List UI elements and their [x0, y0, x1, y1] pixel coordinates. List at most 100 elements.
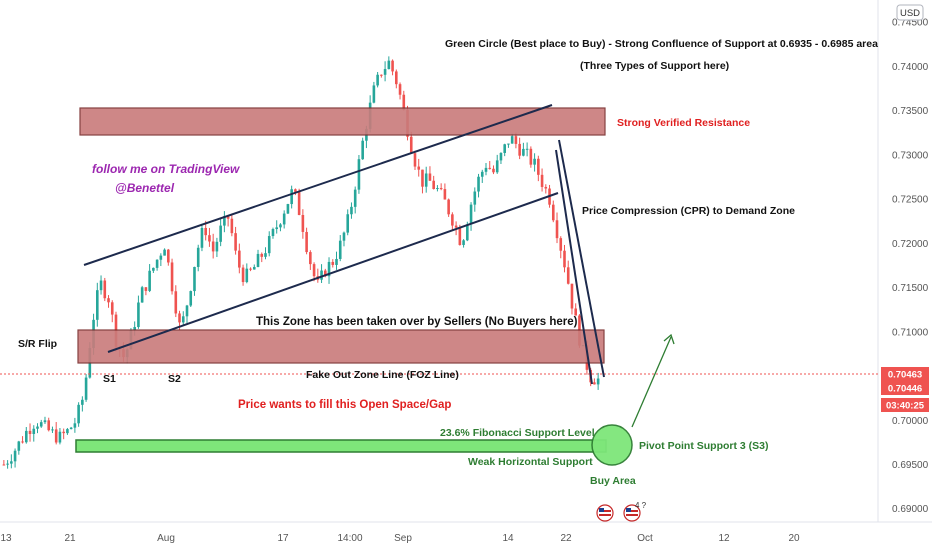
time-tick-label: Oct [637, 533, 653, 544]
plot-area[interactable] [0, 0, 878, 522]
event-badge-us-multi[interactable]: 4 ? [623, 501, 647, 522]
sellers-zone[interactable] [77, 329, 605, 364]
time-axis[interactable]: 13 21 Aug 17 14:00 Sep 14 22 Oct 12 20 [0, 533, 800, 544]
channel-upper-line[interactable] [83, 104, 553, 266]
candle-body [77, 404, 80, 424]
candle-body [361, 140, 364, 160]
candle-body [551, 204, 555, 221]
candle-body [152, 267, 155, 271]
candle-body [267, 236, 271, 254]
candle-body [469, 204, 473, 225]
candle-body [421, 169, 424, 187]
candle-body [417, 166, 421, 170]
three-types-note: (Three Types of Support here) [580, 60, 729, 72]
candle-body [555, 220, 559, 239]
buy-area-circle[interactable] [591, 424, 633, 466]
candle-body [495, 160, 499, 173]
price-tick-label: 0.73500 [892, 106, 929, 117]
compression-lower-line[interactable] [555, 149, 593, 385]
time-tick-label: Sep [394, 533, 412, 544]
candle-body [387, 60, 391, 70]
candle-body [271, 229, 275, 237]
gap-label: Price wants to fill this Open Space/Gap [238, 399, 451, 411]
candle-body [518, 143, 521, 156]
candle-body [159, 255, 163, 260]
candle-body [503, 144, 506, 153]
candle-body [323, 270, 327, 277]
candle-body [428, 173, 432, 181]
candle-body [260, 253, 264, 257]
currency-badge[interactable]: USD [896, 4, 924, 21]
time-tick-label: 20 [788, 533, 800, 544]
buy-area-label: Buy Area [590, 475, 636, 487]
candle-body [137, 302, 140, 328]
candle-body [219, 225, 222, 242]
candle-body [338, 240, 342, 259]
candle-body [148, 270, 151, 291]
candle-body [193, 266, 196, 292]
time-tick-label: 13 [0, 533, 12, 544]
candle-body [51, 429, 54, 431]
handle-label: @Benettel [115, 181, 175, 195]
candle-body [264, 253, 267, 257]
candle-body [84, 377, 88, 400]
candle-body [544, 186, 548, 189]
candle-body [432, 180, 435, 190]
candle-body [529, 148, 533, 165]
candle-body [335, 258, 338, 265]
price-tick-label: 0.71000 [892, 327, 929, 338]
time-tick-label: 17 [277, 533, 289, 544]
candle-body [574, 308, 578, 316]
price-tick-label: 0.74000 [892, 62, 929, 73]
candle-body [96, 290, 99, 320]
compression-upper-line[interactable] [558, 139, 605, 378]
candle-body [170, 262, 174, 292]
candle-body [178, 313, 181, 323]
us-flag-stripe [599, 514, 611, 516]
candle-body [570, 283, 574, 309]
candle-body [103, 280, 107, 299]
price-tick-label: 0.70000 [892, 416, 929, 427]
us-flag-canton [626, 508, 631, 512]
candle-body [256, 253, 260, 267]
candle-body [391, 60, 394, 72]
buy-arrow-head [663, 333, 675, 345]
candle-body [436, 188, 439, 190]
candle-body [234, 233, 237, 251]
candle-body [163, 249, 166, 256]
candle-body [24, 430, 28, 443]
candle-body [376, 74, 379, 86]
follow-label: follow me on TradingView [92, 162, 240, 176]
buy-arrow-line [631, 336, 672, 428]
zone-taken-label: This Zone has been taken over by Sellers… [256, 316, 578, 328]
candle-body [32, 428, 36, 434]
candle-body [252, 266, 256, 270]
resistance-zone[interactable] [79, 107, 606, 136]
weak-horizontal-support-bar[interactable] [75, 439, 607, 453]
candle-body [331, 261, 335, 265]
candle-body [155, 259, 159, 268]
candle-body [522, 148, 525, 156]
time-tick-label: 14 [502, 533, 514, 544]
candle-body [223, 216, 226, 226]
candle-body [286, 204, 290, 214]
candle-body [559, 238, 563, 251]
candle-body [275, 227, 279, 230]
event-count: 4 ? [635, 501, 647, 510]
price-tick-label: 0.73000 [892, 150, 929, 161]
price-tick-label: 0.71500 [892, 283, 929, 294]
candle-body [566, 267, 570, 284]
price-axis[interactable]: 0.74500 0.74000 0.73500 0.73000 0.72500 0.720… [892, 18, 929, 516]
candle-body [204, 227, 207, 236]
s2-label: S2 [168, 373, 181, 385]
candle-body [189, 291, 193, 306]
candle-body [211, 241, 215, 252]
candle-body [185, 305, 189, 317]
channel-lower-line[interactable] [107, 192, 559, 353]
candle-body [320, 270, 323, 280]
candle-body [563, 250, 566, 268]
candle-body [230, 218, 234, 234]
event-badge-us[interactable] [596, 504, 614, 522]
